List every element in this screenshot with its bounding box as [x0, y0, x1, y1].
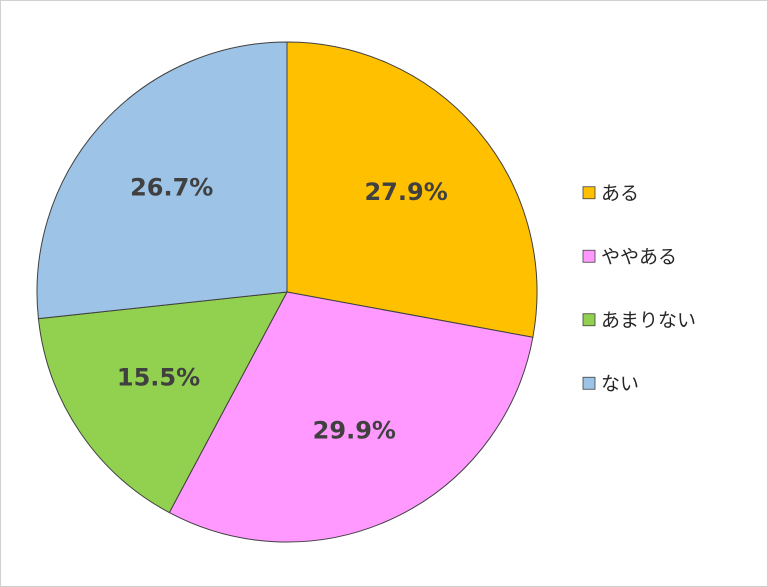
legend-swatch [582, 376, 596, 390]
pie-slice [286, 41, 538, 338]
data-label: 27.9% [364, 178, 447, 206]
legend-label: ややある [601, 246, 677, 268]
legend-label: ない [601, 373, 639, 395]
pie-slice [36, 41, 288, 320]
legend-swatch [582, 313, 596, 327]
data-label: 15.5% [117, 364, 200, 392]
legend-swatch [582, 186, 596, 200]
legend-label: ある [601, 182, 639, 204]
pie-slice [37, 291, 288, 514]
data-label: 26.7% [130, 173, 213, 201]
pie-slice [168, 291, 534, 543]
data-label: 29.9% [313, 417, 396, 445]
legend-swatch [582, 249, 596, 263]
legend-label: あまりない [601, 309, 696, 331]
